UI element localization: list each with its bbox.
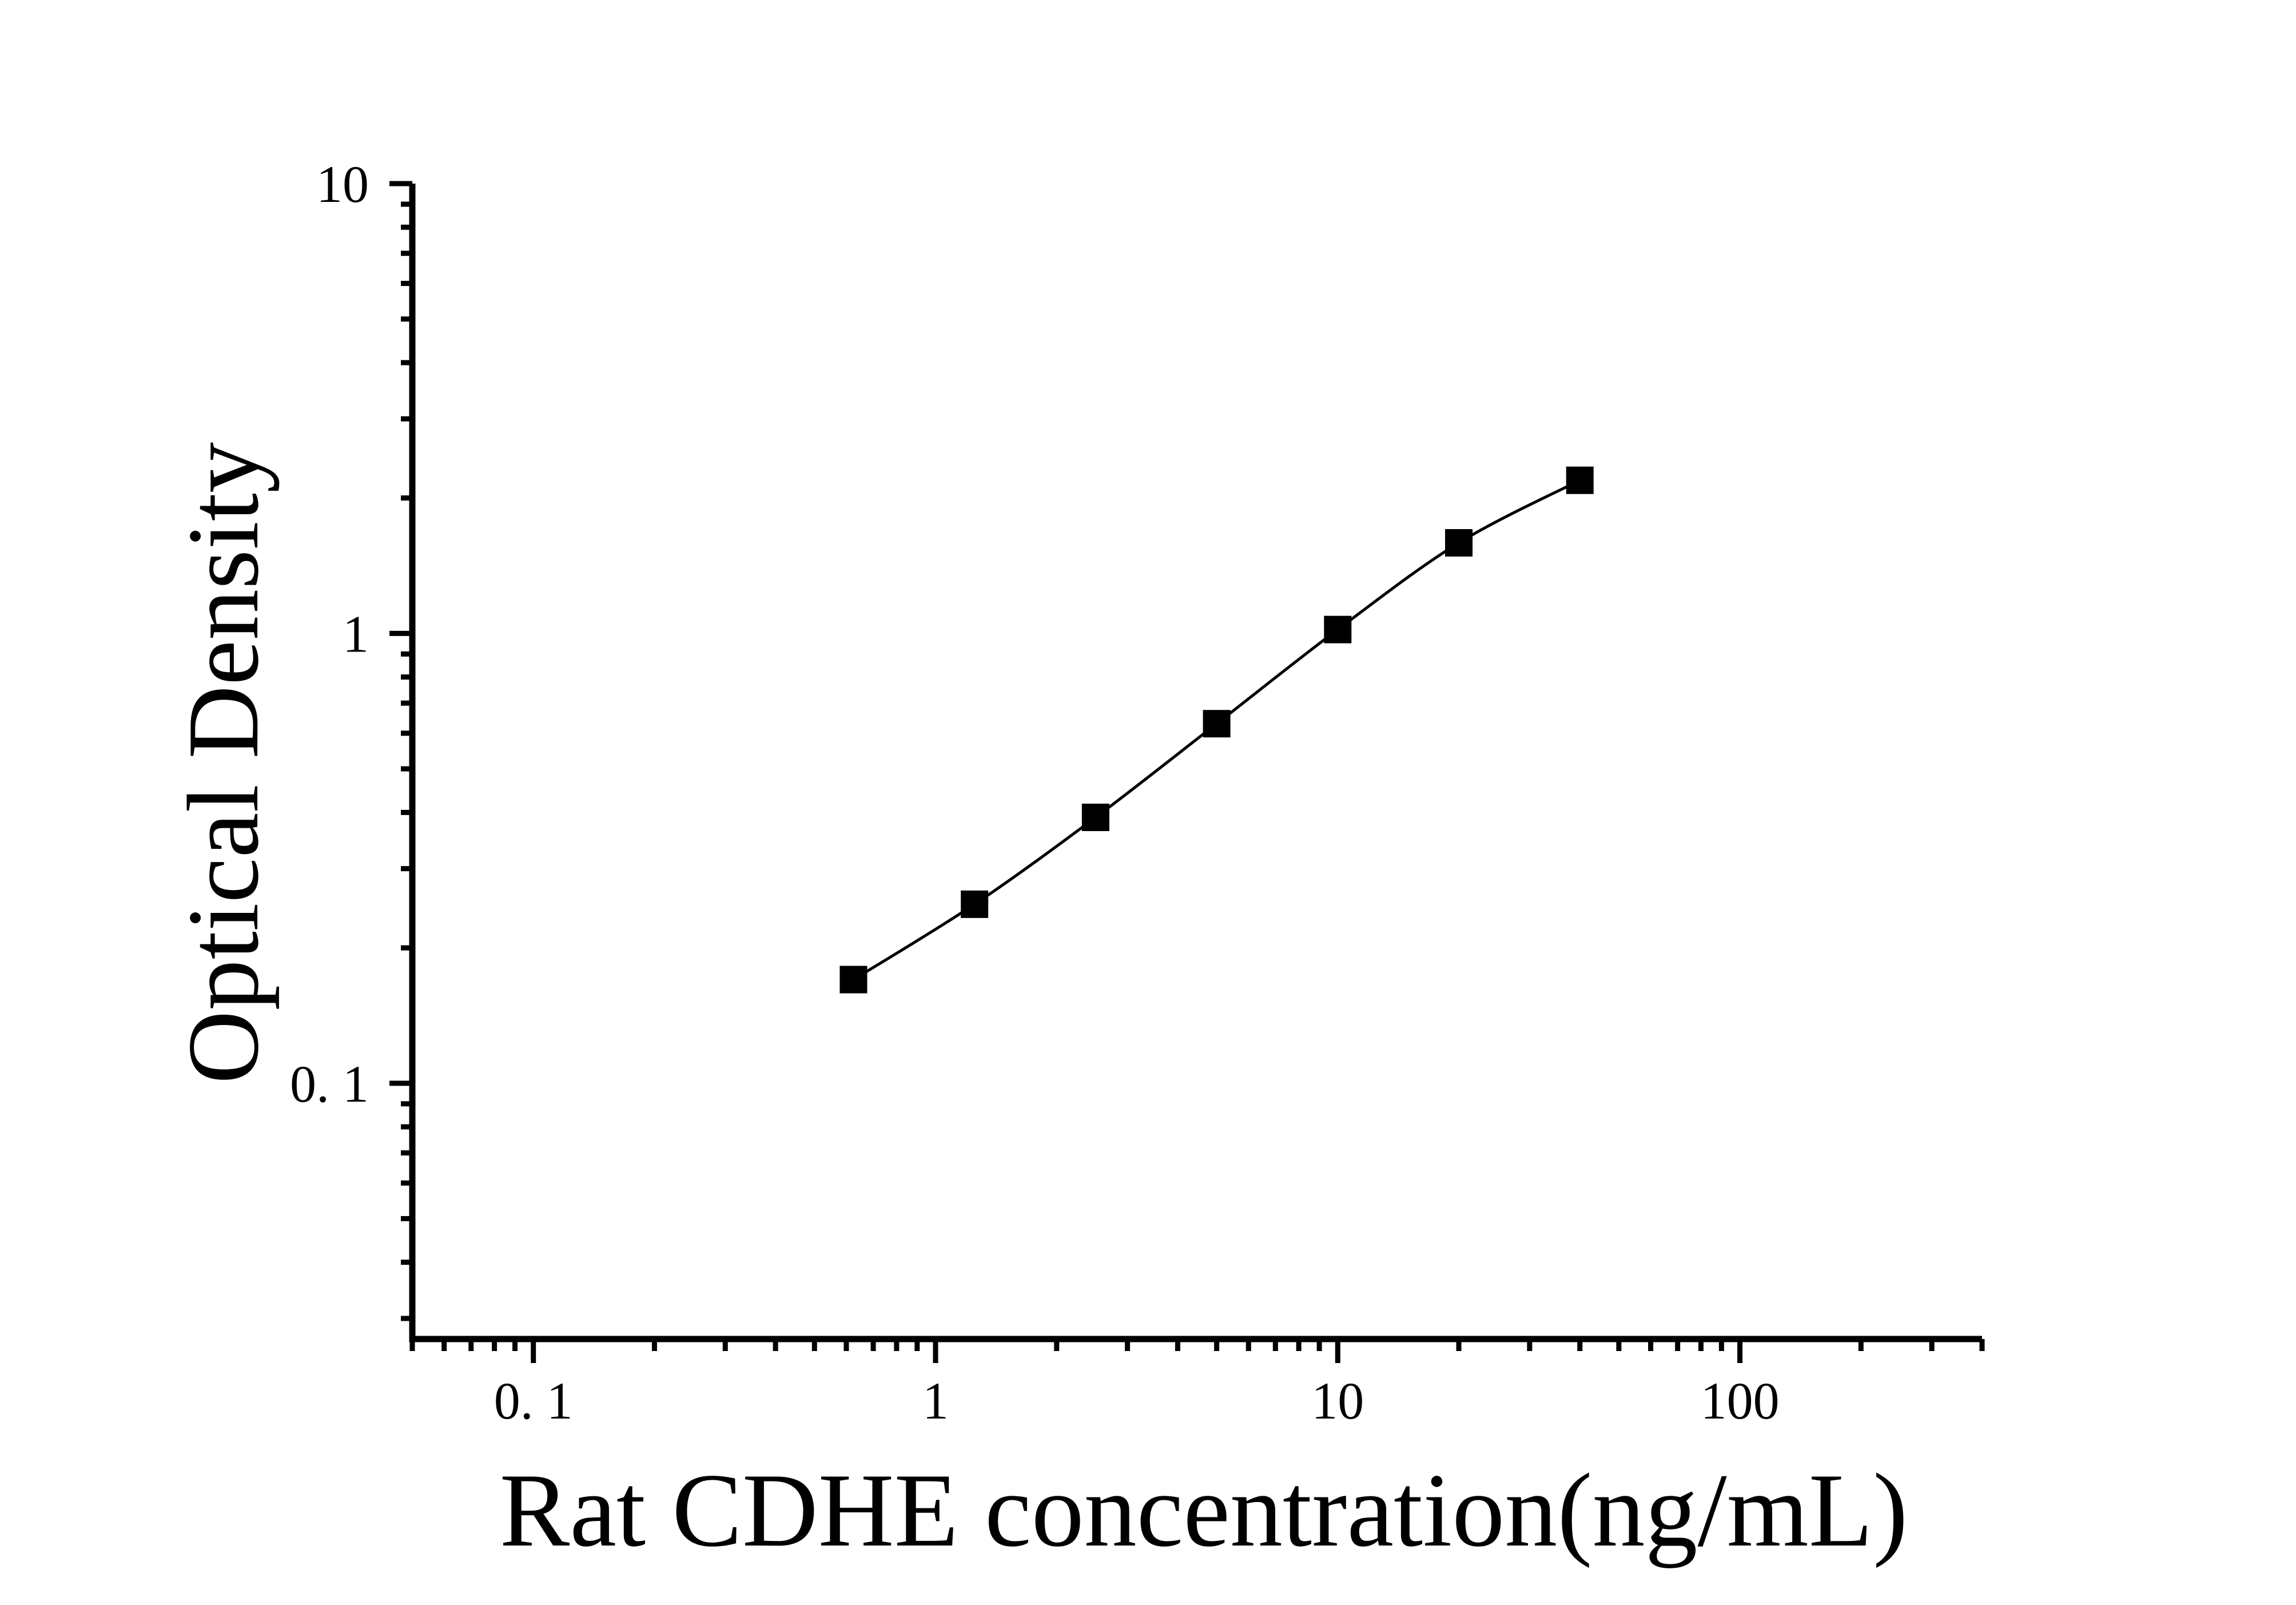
data-point-marker <box>1445 529 1473 557</box>
y-tick-label: 10 <box>316 155 369 213</box>
data-point-marker <box>839 966 868 994</box>
x-tick-label: 0. 1 <box>494 1372 573 1430</box>
data-point-marker <box>1081 804 1109 832</box>
x-tick-label: 10 <box>1311 1372 1364 1430</box>
x-axis-title: Rat CDHE concentration(ng/mL) <box>499 1452 1908 1568</box>
x-tick-label: 1 <box>922 1372 949 1430</box>
y-tick-label: 1 <box>343 605 369 663</box>
data-point-marker <box>1324 615 1352 643</box>
y-axis-title: Optical Density <box>166 442 280 1084</box>
data-point-marker <box>1203 710 1231 738</box>
x-tick-label: 100 <box>1701 1372 1780 1430</box>
data-point-marker <box>961 890 989 918</box>
data-point-marker <box>1566 466 1594 494</box>
y-tick-label: 0. 1 <box>290 1055 369 1113</box>
